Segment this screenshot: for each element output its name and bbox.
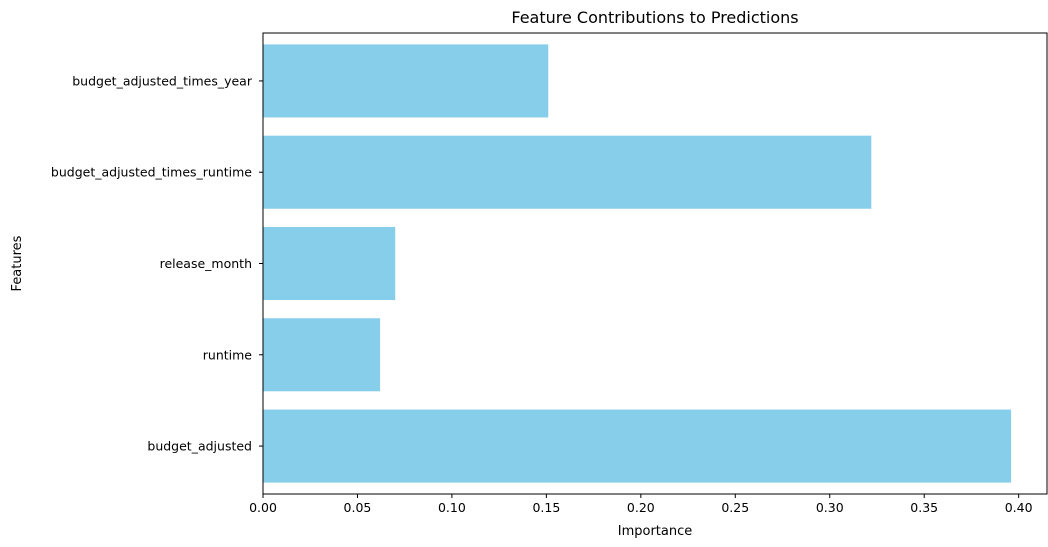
y-axis-ticks: budget_adjusted runtime release_month budge… <box>51 73 263 454</box>
y-axis-label: Features <box>10 235 25 291</box>
y-tick-label: budget_adjusted_times_year <box>72 73 253 88</box>
x-tick-label: 0.40 <box>1005 500 1033 515</box>
y-tick-label: budget_adjusted_times_runtime <box>51 165 252 180</box>
x-axis-label: Importance <box>618 524 693 539</box>
bar-budget-adjusted-times-year <box>263 44 549 118</box>
x-tick-label: 0.05 <box>344 500 372 515</box>
x-tick-label: 0.10 <box>438 500 466 515</box>
x-tick-label: 0.00 <box>249 500 277 515</box>
x-axis-ticks: 0.00 0.05 0.10 0.15 0.20 0.25 0.30 0.35 0.40 <box>249 494 1033 515</box>
y-tick-label: release_month <box>160 256 252 271</box>
bar-runtime <box>263 318 381 392</box>
bar-release-month <box>263 226 396 301</box>
bar-budget-adjusted <box>263 409 1012 483</box>
x-tick-label: 0.30 <box>816 500 844 515</box>
x-tick-label: 0.20 <box>627 500 655 515</box>
chart-title: Feature Contributions to Predictions <box>511 8 798 27</box>
bar-budget-adjusted-times-runtime <box>263 135 872 209</box>
y-tick-label: budget_adjusted <box>147 439 252 454</box>
y-tick-label: runtime <box>203 347 253 362</box>
x-tick-label: 0.15 <box>532 500 560 515</box>
x-tick-label: 0.35 <box>910 500 938 515</box>
x-tick-label: 0.25 <box>721 500 749 515</box>
bars-group <box>263 44 1012 483</box>
